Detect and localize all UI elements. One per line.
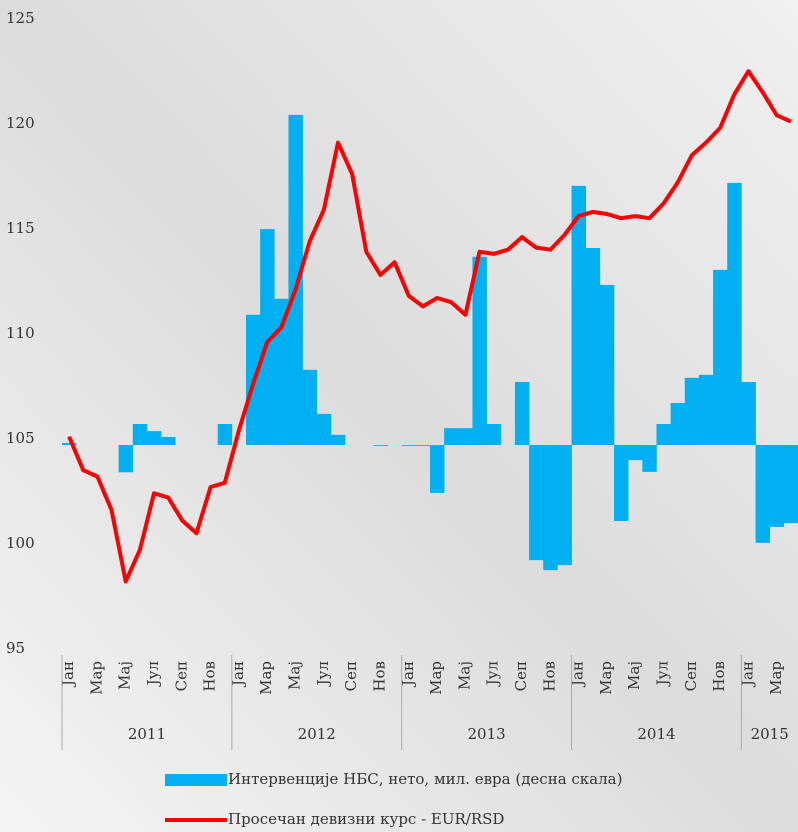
x-tick-label: Мар <box>767 661 785 695</box>
x-tick-label: Сеп <box>682 661 700 691</box>
x-tick-label: Јул <box>484 661 502 687</box>
y-tick-label: 105 <box>6 429 35 447</box>
x-tick-label: Сеп <box>512 661 530 691</box>
bar <box>458 428 473 445</box>
bar <box>529 445 544 561</box>
bar <box>755 445 770 543</box>
bar <box>430 445 445 493</box>
x-tick-label: Јан <box>738 661 756 688</box>
group-label: 2012 <box>298 725 336 743</box>
bar <box>571 185 586 446</box>
y-tick-label: 95 <box>6 639 25 657</box>
group-label: 2014 <box>637 725 675 743</box>
y-tick-label: 100 <box>6 534 35 552</box>
group-label: 2015 <box>751 725 789 743</box>
x-tick-label: Мар <box>257 661 275 695</box>
bar <box>741 382 756 445</box>
y-tick-label: 120 <box>6 114 35 132</box>
bar <box>599 284 615 445</box>
bar <box>656 424 671 445</box>
bar <box>161 437 176 445</box>
bar <box>330 434 346 445</box>
y-tick-label: 115 <box>6 219 35 237</box>
bar <box>670 403 686 445</box>
x-tick-label: Сеп <box>342 661 360 691</box>
y-tick-label: 125 <box>6 9 35 27</box>
bar <box>260 229 275 445</box>
bar <box>288 114 303 445</box>
x-tick-label: Нов <box>370 661 388 692</box>
bar <box>274 298 289 445</box>
bar <box>557 445 572 566</box>
x-tick-label: Мај <box>116 661 134 690</box>
bar <box>444 428 459 445</box>
bar <box>585 248 601 445</box>
x-tick-label: Сеп <box>172 661 190 691</box>
y-tick-label: 110 <box>6 324 35 342</box>
bar <box>727 182 742 446</box>
x-tick-label: Нов <box>710 661 728 692</box>
bar <box>118 445 134 473</box>
bar <box>698 374 714 445</box>
bar <box>146 431 162 445</box>
bar <box>486 424 502 445</box>
x-tick-label: Нов <box>201 661 219 692</box>
bar <box>713 269 728 445</box>
x-tick-label: Јул <box>654 661 672 687</box>
bar <box>62 442 77 445</box>
x-tick-label: Мај <box>286 661 304 690</box>
bar <box>628 445 643 461</box>
x-tick-label: Мај <box>625 661 643 690</box>
legend-swatch <box>165 774 227 786</box>
x-tick-label: Јан <box>399 661 417 688</box>
bar <box>401 445 417 446</box>
bar <box>614 445 629 522</box>
bar <box>783 445 798 524</box>
x-tick-label: Јул <box>314 661 332 687</box>
legend-label: Просечан девизни курс - EUR/RSD <box>228 810 504 828</box>
group-label: 2011 <box>128 725 166 743</box>
x-tick-label: Јан <box>59 661 77 688</box>
bar <box>132 424 148 445</box>
x-tick-label: Мар <box>597 661 615 695</box>
bar <box>514 382 530 445</box>
bar <box>415 445 431 446</box>
x-tick-label: Мај <box>455 661 473 690</box>
x-tick-label: Мар <box>427 661 445 695</box>
bar <box>769 445 785 527</box>
bar <box>543 445 558 571</box>
bar <box>316 413 332 445</box>
bar <box>684 377 700 445</box>
x-tick-label: Нов <box>540 661 558 692</box>
bar <box>373 445 388 446</box>
bar <box>217 424 233 445</box>
bar <box>642 445 657 472</box>
x-tick-label: Јан <box>569 661 587 688</box>
line <box>67 69 792 584</box>
legend-label: Интервенције НБС, нето, мил. евра (десна… <box>228 770 622 788</box>
x-tick-label: Јан <box>229 661 247 688</box>
bar <box>302 369 318 445</box>
bar <box>472 256 487 445</box>
group-label: 2013 <box>468 725 506 743</box>
x-tick-label: Јул <box>144 661 162 687</box>
x-tick-label: Мар <box>87 661 105 695</box>
